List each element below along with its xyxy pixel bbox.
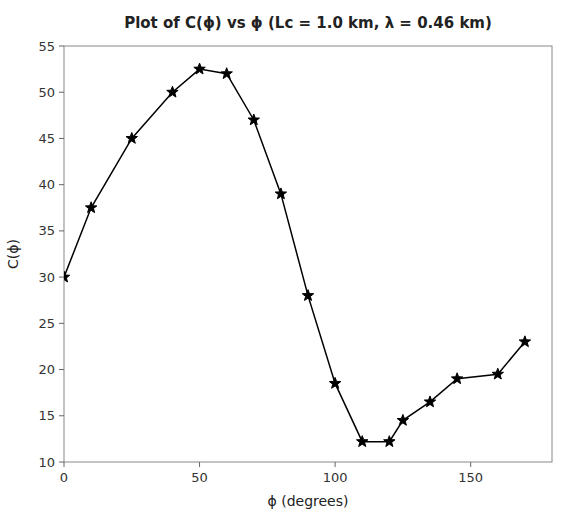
title: Plot of C(ϕ) vs ϕ (Lc = 1.0 km, λ = 0.46… <box>124 14 492 32</box>
point <box>357 436 368 447</box>
point <box>397 414 408 425</box>
point <box>451 373 462 384</box>
tick <box>59 369 64 370</box>
tick-label: 10 <box>38 455 55 470</box>
tick-label: 20 <box>38 362 55 377</box>
point <box>329 377 340 388</box>
chart: 0 50 100 150 10 15 20 25 30 35 40 45 50 55 Plot of C(ϕ… <box>0 0 574 520</box>
tick-label: 35 <box>38 223 55 238</box>
tick-label: 40 <box>38 177 55 192</box>
tick-label: 30 <box>38 270 55 285</box>
point <box>248 114 259 125</box>
tick-label: 50 <box>191 470 208 485</box>
tick <box>64 462 65 467</box>
plot-frame <box>64 46 552 462</box>
tick-label: 45 <box>38 131 55 146</box>
tick-label: 55 <box>38 39 55 54</box>
tick <box>59 46 64 47</box>
tick <box>59 462 64 463</box>
tick <box>59 277 64 278</box>
tick <box>470 462 471 467</box>
point <box>126 132 137 143</box>
point <box>384 436 395 447</box>
y-axis-label: C(ϕ) <box>5 239 21 269</box>
point <box>221 68 232 79</box>
point <box>275 188 286 199</box>
tick <box>59 230 64 231</box>
point <box>519 336 530 347</box>
point <box>85 202 96 213</box>
tick-label: 0 <box>60 470 68 485</box>
tick-label: 25 <box>38 316 55 331</box>
point <box>302 290 313 301</box>
x-axis-label: ϕ (degrees) <box>268 493 349 509</box>
tick <box>59 184 64 185</box>
point <box>424 396 435 407</box>
plot-area <box>64 63 531 446</box>
tick <box>59 323 64 324</box>
tick-label: 15 <box>38 408 55 423</box>
tick <box>59 415 64 416</box>
point <box>167 86 178 97</box>
tick-label: 150 <box>458 470 483 485</box>
tick <box>59 138 64 139</box>
point <box>194 63 205 74</box>
point <box>64 271 70 282</box>
tick <box>59 92 64 93</box>
tick <box>199 462 200 467</box>
tick <box>335 462 336 467</box>
line <box>64 69 525 442</box>
point <box>492 368 503 379</box>
tick-label: 50 <box>38 85 55 100</box>
tick-label: 100 <box>323 470 348 485</box>
